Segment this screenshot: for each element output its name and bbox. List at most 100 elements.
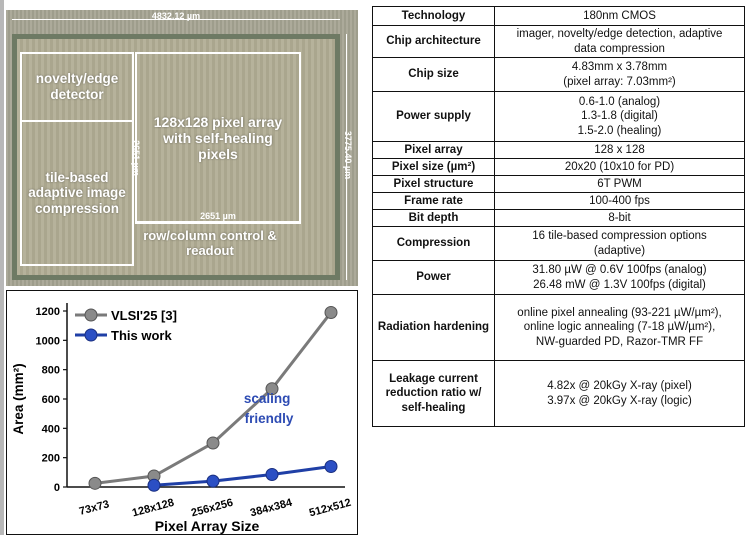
spec-value: imager, novelty/edge detection, adaptive…	[494, 25, 745, 58]
spec-row: Chip architecture imager, novelty/edge de…	[372, 25, 745, 58]
x-tick-label: 512x512	[308, 497, 352, 520]
spec-key: Technology	[372, 6, 495, 26]
spec-row: Compression 16 tile-based compression opt…	[372, 226, 745, 261]
annotation-line-1: scaling	[244, 391, 291, 406]
spec-table: Technology 180nm CMOS Chip architecture ima…	[372, 6, 745, 427]
spec-value-line: 4.82x @ 20kGy X-ray (pixel)	[547, 380, 692, 393]
spec-value-line: 100-400 fps	[589, 194, 650, 207]
data-point	[324, 459, 338, 473]
chip-micrograph: 4832.12 µm novelty/edge detector tile-ba…	[6, 10, 358, 286]
spec-value-line: 8-bit	[608, 211, 631, 224]
spec-row: Leakage current reduction ratio w/ self-…	[372, 360, 745, 427]
spec-value-line: online pixel annealing (93-221 µW/µm²),	[517, 306, 722, 319]
spec-value: 180nm CMOS	[494, 6, 745, 26]
y-tick-label: 200	[42, 453, 60, 465]
data-point	[265, 382, 279, 396]
spec-value-line: 128 x 128	[594, 143, 645, 156]
spec-value: 100-400 fps	[494, 192, 745, 210]
y-tick-label: 0	[54, 482, 60, 494]
spec-row: Pixel structure 6T PWM	[372, 175, 745, 193]
spec-value-line: data compression	[574, 42, 665, 55]
data-point	[265, 468, 279, 482]
spec-key: Pixel size (µm²)	[372, 158, 495, 176]
spec-value-line: 16 tile-based compression options	[532, 230, 707, 243]
x-tick-label: 256x256	[190, 497, 234, 520]
y-axis-label: Area (mm²)	[11, 363, 26, 434]
spec-value-line: (adaptive)	[593, 244, 646, 257]
x-tick-label: 128x128	[131, 497, 175, 520]
data-point	[324, 305, 338, 319]
spec-key: Frame rate	[372, 192, 495, 210]
y-tick-label: 400	[42, 423, 60, 435]
spec-value-line: 6T PWM	[597, 177, 642, 190]
spec-value: 0.6-1.0 (analog) 1.3-1.8 (digital) 1.5-2.0…	[494, 91, 745, 142]
spec-value-line: 180nm CMOS	[583, 9, 656, 22]
scaling-annotation: scaling friendly	[244, 391, 294, 426]
chip-height-label: 3775.40 µm	[343, 130, 353, 180]
y-tick-label: 800	[42, 365, 60, 377]
spec-value-line: 0.6-1.0 (analog)	[578, 95, 661, 108]
y-tick-label: 600	[42, 394, 60, 406]
spec-row: Pixel array 128 x 128	[372, 141, 745, 159]
spec-value: 6T PWM	[494, 175, 745, 193]
spec-value-line: 26.48 mW @ 1.3V 100fps (digital)	[533, 278, 706, 291]
novelty-edge-detector-block: novelty/edge detector	[20, 52, 134, 122]
data-point	[206, 474, 220, 488]
spec-value: 128 x 128	[494, 141, 745, 159]
spec-value: 20x20 (10x10 for PD)	[494, 158, 745, 176]
spec-value: 8-bit	[494, 209, 745, 227]
data-point	[88, 476, 102, 490]
spec-value-line: 3.97x @ 20kGy X-ray (logic)	[547, 394, 692, 407]
spec-row: Pixel size (µm²) 20x20 (10x10 for PD)	[372, 158, 745, 176]
spec-key: Chip size	[372, 57, 495, 92]
width-dimension-line	[12, 19, 340, 20]
chip-width-label: 4832.12 µm	[151, 11, 201, 21]
array-width-label: 2651 µm	[200, 211, 236, 221]
spec-value: 4.83mm x 3.78mm (pixel array: 7.03mm²)	[494, 57, 745, 92]
spec-value-line: 4.83mm x 3.78mm	[571, 61, 668, 74]
spec-key: Power	[372, 260, 495, 295]
spec-key: Leakage current reduction ratio w/ self-…	[372, 360, 495, 427]
control-readout-label: row/column control & readout	[143, 228, 277, 258]
chart-svg: 0 200 400 600 800 1000 1200 73x73 128x128 256x25…	[11, 303, 352, 534]
spec-row: Frame rate 100-400 fps	[372, 192, 745, 210]
data-point	[206, 436, 220, 450]
legend-marker-vlsi	[84, 308, 98, 322]
spec-row: Chip size 4.83mm x 3.78mm (pixel array: 7.…	[372, 57, 745, 92]
y-tick-label: 1200	[36, 306, 60, 318]
spec-key: Radiation hardening	[372, 294, 495, 361]
spec-row: Radiation hardening online pixel annealin…	[372, 294, 745, 361]
spec-value: 4.82x @ 20kGy X-ray (pixel) 3.97x @ 20kGy…	[494, 360, 745, 427]
legend-label-vlsi: VLSI'25 [3]	[111, 308, 177, 323]
spec-key: Chip architecture	[372, 25, 495, 58]
spec-row: Bit depth 8-bit	[372, 209, 745, 227]
spec-value-line: 20x20 (10x10 for PD)	[564, 160, 675, 173]
array-width-line	[135, 221, 301, 222]
legend-marker-this-work	[84, 328, 98, 342]
spec-key: Power supply	[372, 91, 495, 142]
height-dimension-line	[346, 34, 347, 280]
spec-value-line: NW-guarded PD, Razor-TMR FF	[535, 335, 704, 348]
y-tick-label: 1000	[36, 335, 60, 347]
spec-value-line: 31.80 µW @ 0.6V 100fps (analog)	[532, 264, 707, 277]
x-tick-label: 73x73	[78, 498, 111, 518]
spec-key: Pixel structure	[372, 175, 495, 193]
pixel-array-block: 128x128 pixel array with self-healing pi…	[135, 52, 301, 224]
x-axis-label: Pixel Array Size	[155, 518, 260, 534]
spec-value-line: 1.3-1.8 (digital)	[581, 110, 658, 123]
left-border	[0, 0, 4, 535]
x-tick-label: 384x384	[249, 497, 294, 520]
spec-row: Power supply 0.6-1.0 (analog) 1.3-1.8 (dig…	[372, 91, 745, 142]
compression-label: tile-based adaptive image compression	[28, 169, 126, 216]
spec-value-line: online logic annealing (7-18 µW/µm²),	[523, 321, 716, 334]
spec-value: 31.80 µW @ 0.6V 100fps (analog) 26.48 mW …	[494, 260, 745, 295]
spec-value: 16 tile-based compression options (adapti…	[494, 226, 745, 261]
legend: VLSI'25 [3] This work	[75, 308, 177, 343]
compression-block: tile-based adaptive image compression	[20, 120, 134, 266]
series-line	[153, 464, 332, 487]
pixel-array-label: 128x128 pixel array with self-healing pi…	[153, 113, 283, 163]
annotation-line-2: friendly	[245, 411, 294, 426]
spec-row: Technology 180nm CMOS	[372, 6, 745, 26]
spec-value-line: (pixel array: 7.03mm²)	[563, 75, 676, 88]
spec-key: Pixel array	[372, 141, 495, 159]
